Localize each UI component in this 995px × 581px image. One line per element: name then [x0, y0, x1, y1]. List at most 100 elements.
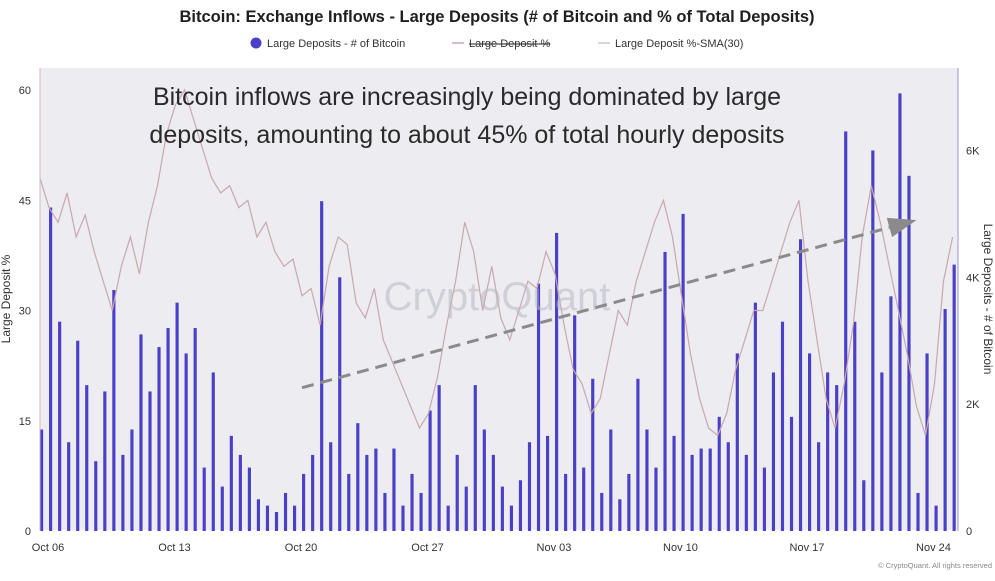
- bar: [771, 372, 776, 531]
- bar: [916, 492, 920, 531]
- bar: [934, 505, 938, 531]
- y-left-tick: 45: [19, 195, 31, 207]
- bar: [555, 232, 559, 531]
- bar: [238, 454, 242, 531]
- bar: [283, 492, 288, 531]
- bar: [789, 416, 794, 531]
- right-axis-ticks: 0 2K 4K 6K: [966, 145, 980, 538]
- bar: [564, 473, 568, 531]
- bar: [536, 283, 541, 531]
- x-tick: Oct 27: [411, 542, 443, 554]
- bar: [681, 213, 685, 531]
- right-axis-label: Large Deposits - # of Bitcoin: [981, 224, 995, 375]
- bar: [744, 454, 748, 531]
- plot-area: [40, 68, 958, 530]
- bar: [907, 175, 911, 532]
- bar: [627, 473, 631, 531]
- bar: [148, 391, 152, 531]
- x-tick: Oct 06: [32, 542, 64, 554]
- x-tick: Oct 20: [285, 542, 317, 554]
- bar: [473, 385, 477, 531]
- bar: [410, 473, 414, 531]
- x-tick: Nov 24: [916, 542, 951, 554]
- bar: [184, 353, 188, 531]
- bar: [274, 511, 279, 531]
- bar: [509, 505, 513, 531]
- bar: [925, 353, 929, 531]
- watermark: CryptoQuant: [384, 275, 611, 319]
- bar: [889, 296, 893, 531]
- x-tick: Oct 13: [158, 542, 190, 554]
- bar: [121, 454, 125, 531]
- bar: [374, 448, 378, 531]
- bar: [455, 454, 459, 531]
- bar: [663, 251, 667, 531]
- y-left-tick: 0: [25, 526, 31, 538]
- bar: [762, 467, 766, 531]
- bar: [130, 429, 134, 531]
- legend-item: Large Deposits - # of Bitcoin: [250, 37, 405, 50]
- y-right-tick: 6K: [966, 145, 980, 157]
- bar: [85, 385, 89, 531]
- bar: [49, 207, 53, 531]
- y-right-tick: 0: [966, 526, 972, 538]
- legend-marker: [250, 37, 262, 49]
- bar: [898, 93, 902, 531]
- x-tick: Nov 17: [790, 542, 825, 554]
- bar: [256, 499, 261, 531]
- bar: [527, 442, 532, 531]
- bar: [265, 505, 270, 531]
- bar: [636, 378, 640, 531]
- bar: [699, 448, 703, 531]
- bar: [94, 461, 98, 531]
- bar: [76, 340, 80, 531]
- bar: [329, 442, 333, 531]
- bar: [582, 467, 586, 531]
- bar: [392, 448, 396, 531]
- legend-item: Large Deposit %-SMA(30): [598, 38, 743, 50]
- bar: [112, 289, 116, 531]
- bar: [320, 201, 324, 532]
- bar: [292, 505, 297, 531]
- chart-title: Bitcoin: Exchange Inflows - Large Deposi…: [180, 8, 815, 26]
- bar: [871, 150, 875, 531]
- bar: [726, 442, 730, 531]
- trend-arrow-shaft: [301, 226, 890, 390]
- line-series: [39, 88, 954, 437]
- bar: [952, 264, 956, 531]
- bar: [302, 473, 306, 531]
- bar: [826, 372, 830, 531]
- annotation-line: Bitcoin inflows are increasingly being d…: [153, 83, 781, 111]
- bar: [229, 435, 233, 531]
- bar: [753, 302, 757, 531]
- bar: [600, 492, 604, 531]
- bar: [166, 328, 170, 531]
- bar: [175, 302, 179, 531]
- bar-series: [40, 93, 956, 532]
- left-axis-ticks: 0 15 30 45 60: [19, 85, 31, 538]
- copyright-text: © CryptoQuant. All rights reserved: [878, 561, 992, 570]
- bar: [464, 486, 468, 531]
- bar: [139, 334, 143, 531]
- bar: [835, 385, 839, 531]
- bar: [482, 429, 486, 531]
- x-tick: Nov 10: [663, 542, 698, 554]
- bar: [808, 353, 812, 531]
- bar: [247, 467, 251, 531]
- bar: [491, 454, 495, 531]
- bar: [735, 353, 739, 531]
- bar: [609, 429, 613, 531]
- bar: [798, 239, 803, 531]
- bar: [708, 448, 712, 531]
- trend-arrow-head: [886, 217, 917, 238]
- bar: [780, 321, 785, 531]
- bar: [500, 486, 504, 531]
- annotation: Bitcoin inflows are increasingly being d…: [149, 83, 784, 149]
- x-axis-ticks: Oct 06 Oct 13 Oct 20 Oct 27 Nov 03 Nov 10 Nov …: [32, 542, 951, 554]
- bar: [591, 378, 595, 531]
- y-left-tick: 30: [19, 306, 31, 318]
- bar: [401, 505, 405, 531]
- legend-item: Large Deposit %: [452, 38, 551, 50]
- bar: [365, 454, 369, 531]
